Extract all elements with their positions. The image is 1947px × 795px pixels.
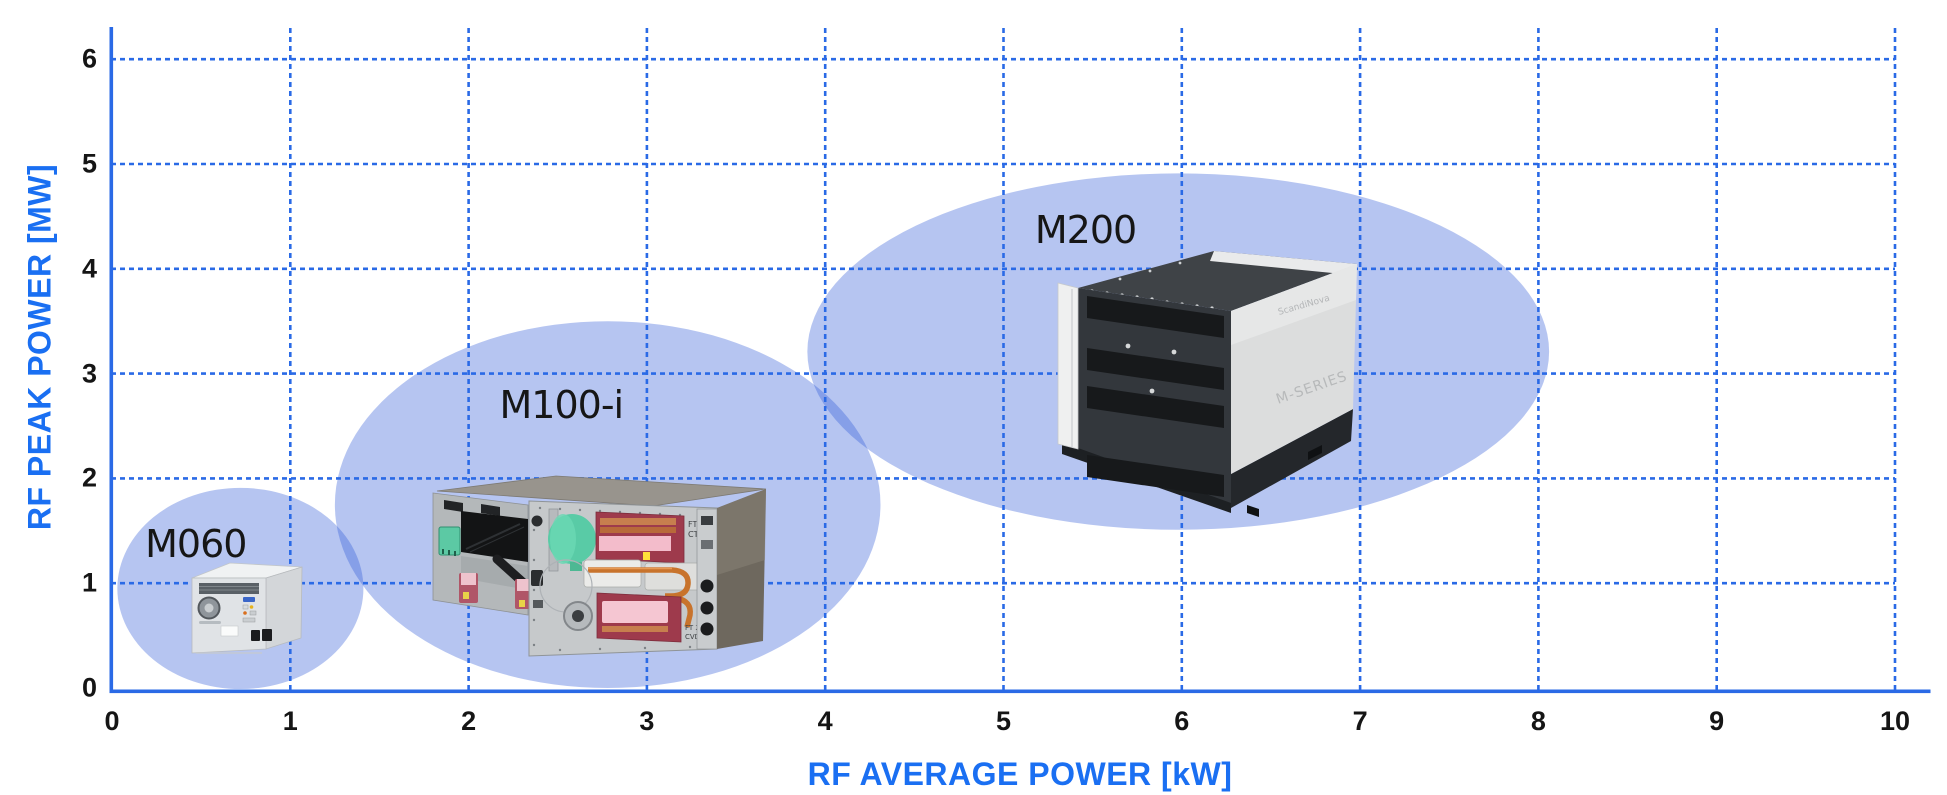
x-tick-9: 9 <box>1709 706 1725 736</box>
m060-power-socket <box>251 630 260 641</box>
y-tick-1: 1 <box>81 567 97 598</box>
y-tick-6: 6 <box>81 43 97 74</box>
m100i-panel-text: FT 1 <box>688 520 705 529</box>
x-tick-8: 8 <box>1530 706 1546 736</box>
y-tick-5: 5 <box>81 148 97 179</box>
m200-label: M200 <box>1034 208 1137 253</box>
m100i-product-image: FT 1 CT FT 2 CVD <box>432 475 767 657</box>
m200-vent-bands <box>1087 296 1224 497</box>
m100i-panel-text: CVD <box>685 633 700 641</box>
x-tick-0: 0 <box>104 706 120 736</box>
m060-vent-grille <box>199 583 259 594</box>
x-tick-4: 4 <box>817 706 833 736</box>
y-tick-4: 4 <box>81 253 97 284</box>
y-axis-title: RF PEAK POWER [MW] <box>21 163 58 531</box>
m200-product-image: ScandiNova M-SERIES <box>1057 251 1357 517</box>
x-tick-3: 3 <box>639 706 655 736</box>
x-tick-5: 5 <box>995 706 1012 736</box>
x-tick-1: 1 <box>282 706 298 736</box>
x-axis-title: RF AVERAGE POWER [kW] <box>807 756 1233 792</box>
y-axis-line <box>109 27 114 693</box>
x-tick-2: 2 <box>461 706 477 736</box>
m060-power-socket <box>262 629 272 641</box>
grid-layer <box>111 28 1897 691</box>
x-tick-10: 10 <box>1879 706 1911 736</box>
y-tick-0: 0 <box>81 672 97 703</box>
x-axis-line <box>109 689 1931 694</box>
y-tick-3: 3 <box>81 358 97 389</box>
m060-label-sticker <box>220 625 239 637</box>
axes-layer <box>109 27 1931 694</box>
x-tick-7: 7 <box>1352 706 1368 736</box>
m100i-panel-text: CT <box>688 530 699 539</box>
m060-label: M060 <box>145 522 247 567</box>
x-tick-6: 6 <box>1174 706 1190 736</box>
y-tick-2: 2 <box>81 462 97 493</box>
m060-product-image <box>191 562 303 654</box>
m100i-label: M100-i <box>499 383 625 428</box>
m100i-panel-text: FT 2 <box>685 624 700 632</box>
m060-logo-mark <box>199 621 221 624</box>
